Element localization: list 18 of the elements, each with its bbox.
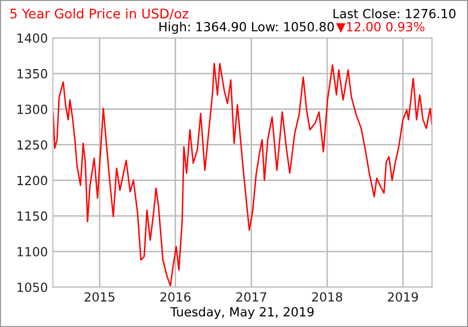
x-tick-label: 2017 (236, 292, 266, 302)
y-tick-label: 1350 (18, 69, 48, 78)
text: ▼12.00 0.93% (336, 22, 424, 33)
x-tick-label: 2019 (388, 292, 418, 302)
chart-title: 5 Year Gold Price in USD/oz (10, 8, 188, 20)
y-tick-label: 1050 (18, 282, 48, 292)
x-tick-label: 2016 (160, 292, 190, 302)
text: Last Close: 1276.10 (334, 8, 456, 18)
x-axis-title: Tuesday, May 21, 2019 (170, 306, 314, 319)
x-tick-label: 2018 (312, 292, 342, 302)
text: High: 1364.90 Low: 1050.80 (159, 22, 334, 34)
y-tick-label: 1300 (18, 104, 48, 114)
y-tick-label: 1100 (18, 246, 48, 256)
y-tick-label: 1150 (18, 211, 48, 221)
y-tick-label: 1250 (18, 140, 48, 150)
y-tick-label: 1200 (18, 176, 48, 186)
y-tick-label: 1400 (18, 33, 48, 43)
x-tick-label: 2015 (84, 292, 114, 302)
